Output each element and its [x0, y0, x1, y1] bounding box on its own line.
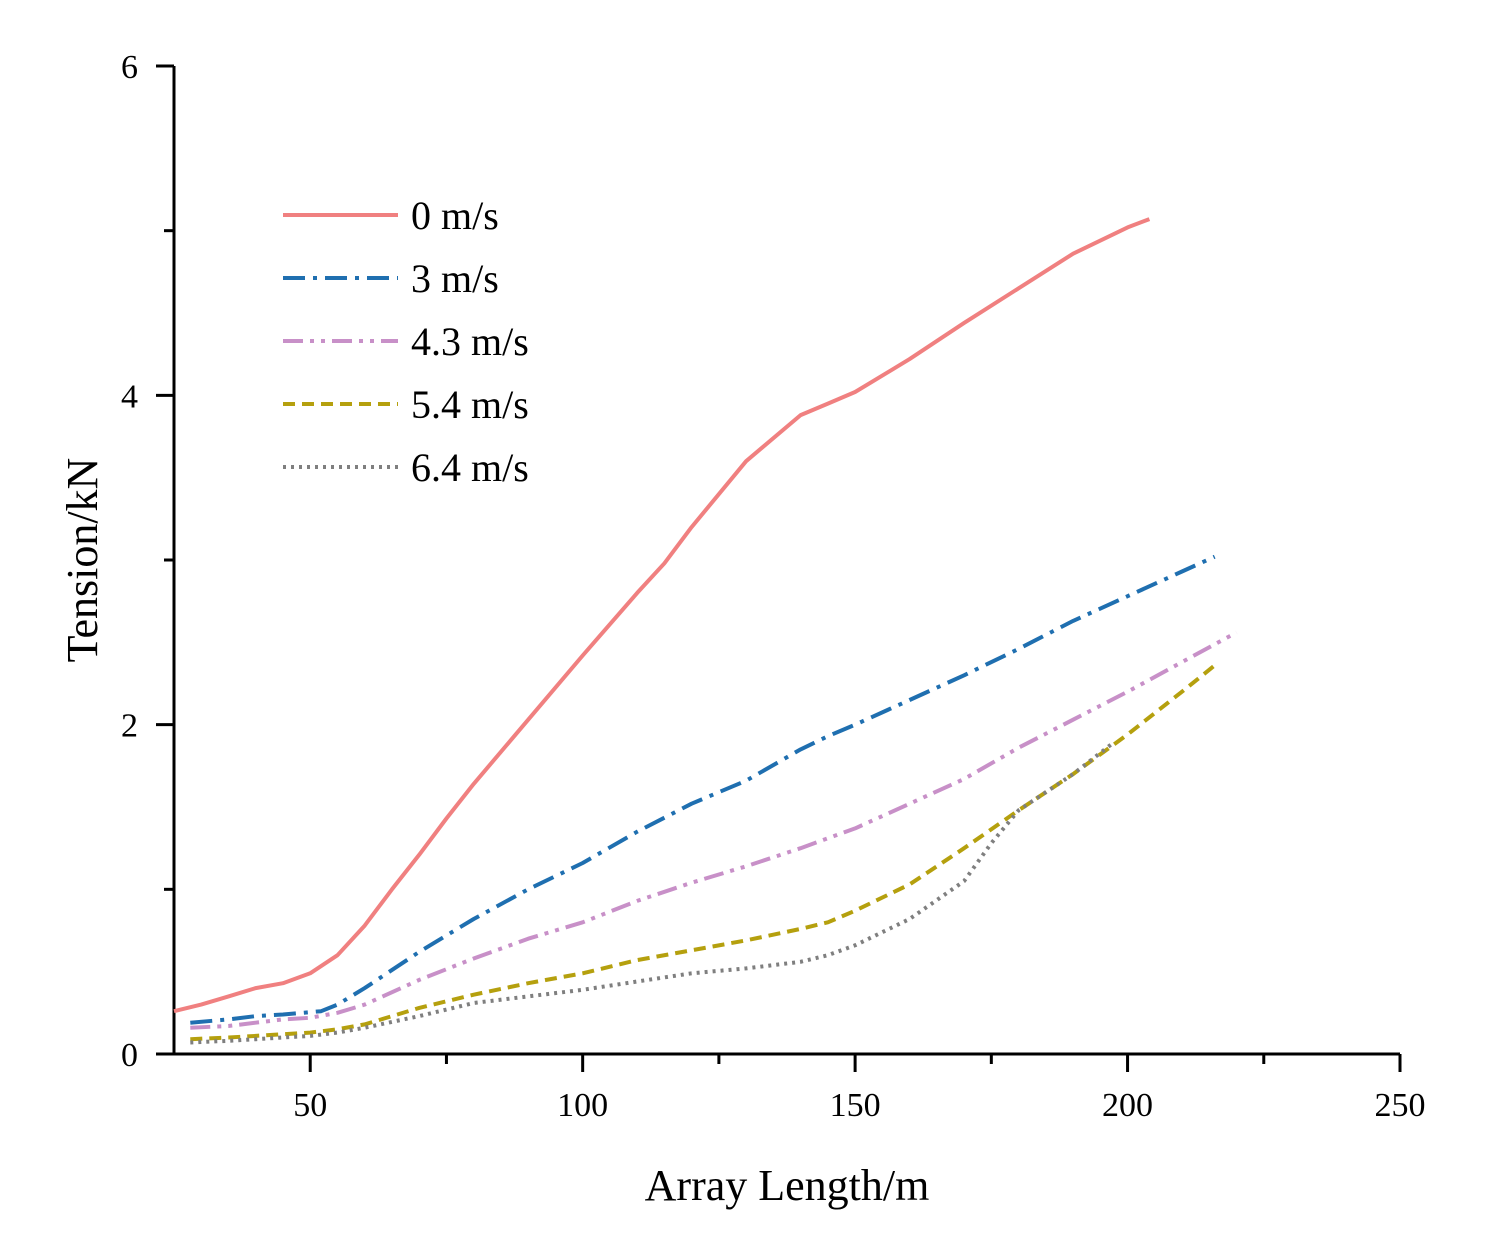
x-tick-label: 150	[830, 1087, 881, 1124]
legend-label-0: 0 m/s	[411, 193, 499, 238]
legend-label-4: 6.4 m/s	[411, 445, 529, 490]
legend-label-1: 3 m/s	[411, 256, 499, 301]
series-line-0	[173, 217, 1151, 1014]
y-axis-title: Tension/kN	[58, 458, 107, 663]
x-tick-label: 100	[557, 1087, 608, 1124]
series-line-4	[190, 742, 1113, 1045]
legend: 0 m/s 3 m/s 4.3 m/s 5.4 m/s 6.4 m/s	[283, 193, 529, 490]
y-tick-label: 6	[121, 49, 138, 86]
x-tick-label: 250	[1375, 1087, 1426, 1124]
series-line-2	[190, 630, 1238, 1030]
axes: 50 100 150 200 250 0 2 4 6	[121, 49, 1426, 1124]
x-tick-label: 50	[293, 1087, 327, 1124]
series-line-3	[190, 663, 1216, 1042]
x-axis-title: Array Length/m	[645, 1161, 930, 1210]
series-line-1	[190, 554, 1216, 1025]
y-tick-label: 2	[121, 708, 138, 745]
series-lines	[173, 217, 1238, 1045]
x-tick-label: 200	[1102, 1087, 1153, 1124]
y-tick-label: 4	[121, 378, 138, 415]
y-tick-label: 0	[121, 1037, 138, 1074]
legend-label-2: 4.3 m/s	[411, 319, 529, 364]
legend-label-3: 5.4 m/s	[411, 382, 529, 427]
